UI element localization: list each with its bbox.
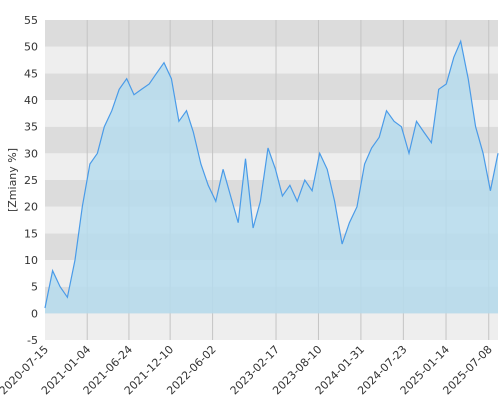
y-tick-label: 10 <box>24 254 38 267</box>
y-tick-label: -5 <box>27 334 38 347</box>
x-axis-tick-labels: 2020-07-152021-01-042021-06-242021-12-10… <box>0 343 495 397</box>
series-area-fill <box>45 41 498 314</box>
grid-band <box>45 20 498 47</box>
grid-band <box>45 46 498 74</box>
y-tick-label: 5 <box>31 281 38 294</box>
grid-band <box>45 313 498 340</box>
y-axis-tick-labels: -5 0 5 10 15 20 25 30 35 40 45 50 55 <box>24 14 38 347</box>
y-tick-label: 20 <box>24 201 38 214</box>
y-tick-label: 30 <box>24 147 38 160</box>
y-tick-label: 0 <box>31 307 38 320</box>
y-axis-label: [Zmiany %] <box>6 148 19 212</box>
y-tick-label: 15 <box>24 227 38 240</box>
y-tick-label: 35 <box>24 121 38 134</box>
y-tick-label: 50 <box>24 41 38 54</box>
y-tick-label: 40 <box>24 94 38 107</box>
grid-band <box>45 73 498 100</box>
y-tick-label: 25 <box>24 174 38 187</box>
y-tick-label: 55 <box>24 14 38 27</box>
series-line <box>44 39 499 309</box>
y-tick-label: 45 <box>24 67 38 80</box>
